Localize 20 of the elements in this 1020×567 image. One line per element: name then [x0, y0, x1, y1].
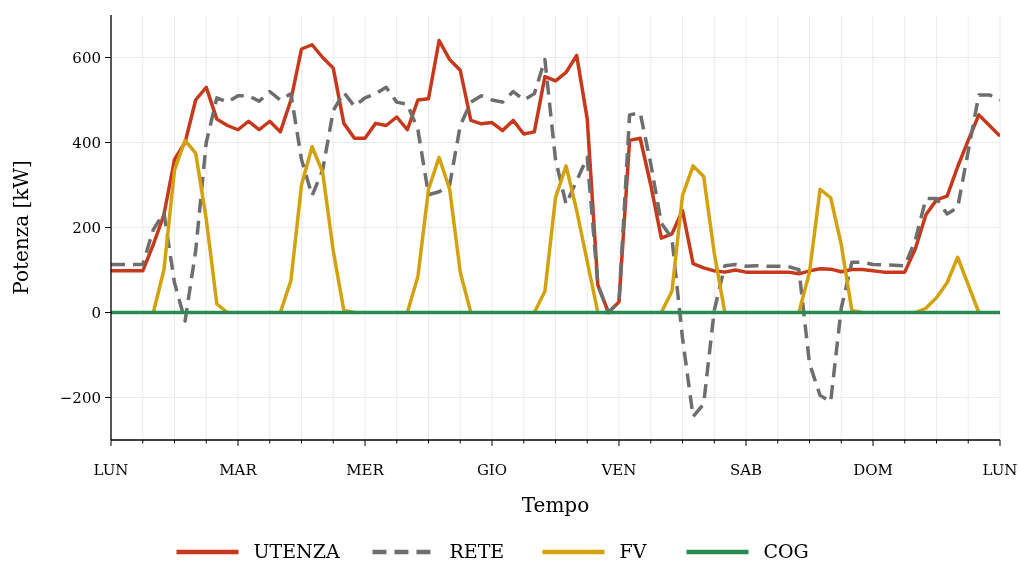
x-tick-label: LUN	[982, 461, 1018, 479]
x-tick-label: GIO	[476, 461, 508, 479]
x-tick-label: DOM	[853, 461, 893, 479]
x-tick-label: SAB	[729, 461, 763, 479]
y-axis-title: Potenza [kW]	[9, 160, 33, 295]
x-axis-title: Tempo	[521, 493, 590, 517]
line-series	[111, 57, 1000, 419]
x-tick-label: MAR	[219, 461, 258, 479]
x-tick-label: LUN	[93, 461, 129, 479]
legend-label: RETE	[449, 540, 505, 562]
y-tick-label: 200	[72, 218, 101, 237]
y-tick-label: −200	[59, 388, 101, 407]
y-tick-label: 400	[72, 133, 101, 152]
x-tick-label: MER	[346, 461, 385, 479]
y-tick-label: 600	[72, 48, 101, 67]
legend-label: FV	[619, 540, 647, 562]
x-tick-label: VEN	[600, 461, 637, 479]
legend-label: UTENZA	[253, 540, 340, 562]
y-tick-label: 0	[91, 303, 101, 322]
legend-label: COG	[763, 540, 809, 562]
